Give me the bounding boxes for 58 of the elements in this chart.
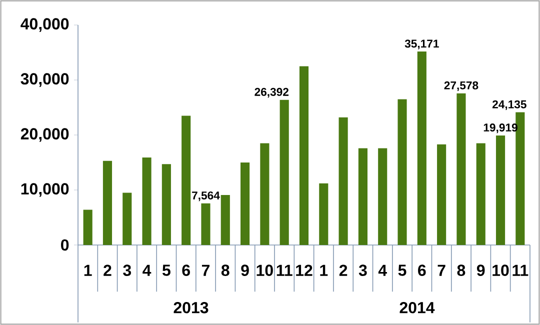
bar (378, 148, 388, 245)
data-label: 7,564 (192, 191, 220, 202)
x-tick-label: 1 (84, 264, 92, 276)
x-tick-label: 9 (241, 264, 249, 276)
x-tick-label: 5 (162, 264, 170, 276)
x-tick-label: 6 (182, 264, 190, 276)
bar (280, 100, 289, 245)
y-tick-label: 10,000 (21, 183, 69, 197)
x-tick-label: 2 (339, 264, 348, 276)
x-tick-label: 3 (123, 264, 132, 276)
data-label: 35,171 (404, 40, 439, 50)
x-tick-label: 6 (418, 264, 426, 276)
bar (162, 164, 171, 245)
x-tick-label: 7 (202, 264, 210, 276)
bar (201, 203, 210, 245)
bar (496, 135, 506, 245)
bar (182, 116, 191, 245)
x-tick-label: 1 (320, 264, 328, 276)
y-tick-label: 40,000 (20, 18, 69, 32)
x-tick-label: 12 (296, 264, 312, 276)
x-tick-label: 4 (378, 264, 387, 276)
x-tick-label: 11 (512, 264, 528, 276)
bar (102, 160, 112, 245)
x-tick-label: 5 (398, 264, 406, 276)
x-tick-label: 11 (276, 264, 292, 276)
text: 2013 (174, 302, 208, 314)
y-tick-label: 0 (61, 239, 69, 251)
bar (516, 112, 525, 245)
bar (240, 162, 250, 245)
data-label: 26,392 (254, 88, 289, 98)
bar (417, 52, 426, 245)
x-tick-label: 9 (476, 264, 485, 276)
x-tick-label: 8 (457, 264, 466, 276)
bar (260, 143, 270, 245)
bar (358, 148, 368, 245)
x-tick-label: 2 (104, 264, 112, 276)
text: 2014 (400, 302, 435, 314)
bar (476, 143, 486, 245)
bar (338, 117, 348, 245)
bar (456, 93, 466, 245)
x-tick-label: 8 (221, 264, 230, 276)
y-tick-label: 30,000 (20, 73, 69, 87)
bar (299, 66, 309, 245)
bar (122, 192, 132, 245)
bar (319, 183, 328, 245)
bar (142, 158, 152, 245)
x-tick-label: 7 (438, 264, 446, 276)
x-tick-label: 4 (142, 264, 152, 276)
bar (83, 210, 92, 245)
x-tick-label: 10 (492, 264, 509, 276)
bar (398, 99, 407, 245)
x-tick-label: 10 (256, 264, 273, 276)
data-label: 27,578 (444, 81, 478, 92)
data-label: 24,135 (492, 100, 526, 110)
y-tick-label: 20,000 (20, 128, 69, 142)
bar (220, 194, 230, 245)
x-tick-label: 3 (358, 264, 367, 276)
bar (437, 144, 446, 245)
